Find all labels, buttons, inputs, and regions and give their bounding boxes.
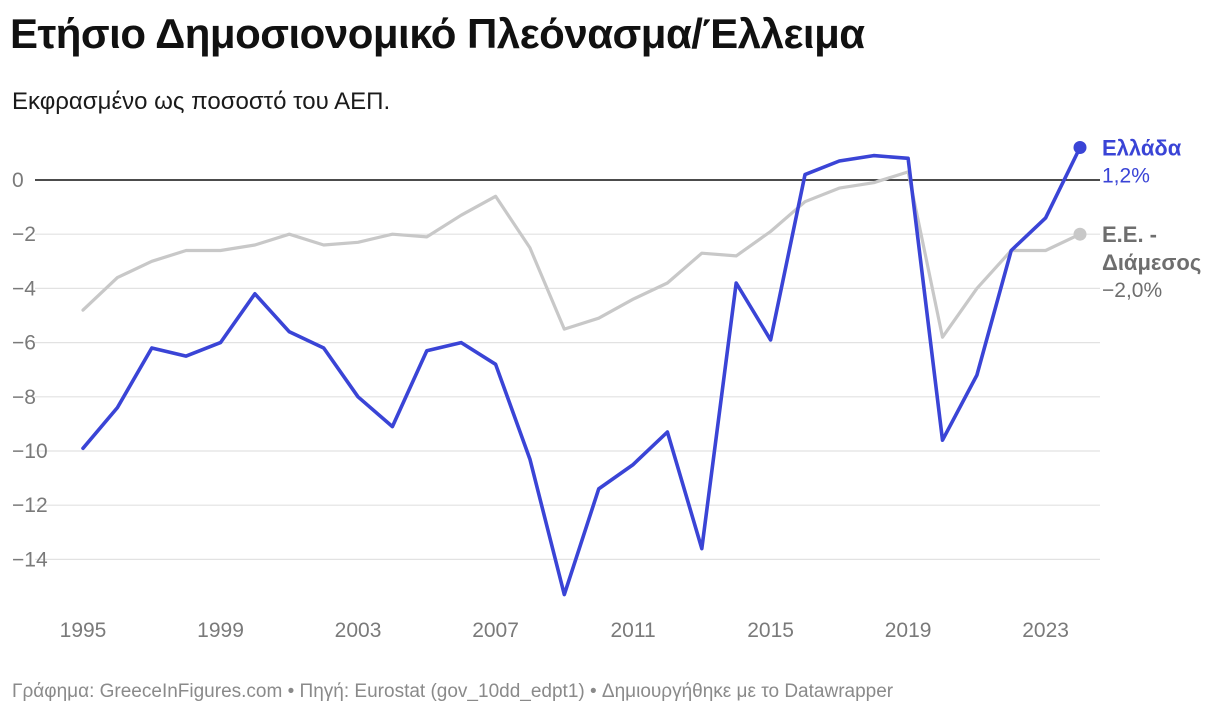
- y-tick-label: −14: [12, 548, 48, 571]
- series-name-greece: Ελλάδα: [1102, 135, 1182, 160]
- series-name-eu: Διάμεσος: [1102, 250, 1201, 275]
- y-tick-label: −10: [12, 440, 48, 463]
- series-end-point-greece: [1073, 140, 1087, 154]
- series-end-point-eu: [1073, 227, 1087, 241]
- x-tick-label: 2007: [472, 619, 519, 642]
- grid-lines: [35, 233, 1100, 561]
- series-end-value-eu: −2,0%: [1102, 279, 1162, 302]
- chart-subtitle: Εκφρασμένο ως ποσοστό του ΑΕΠ.: [12, 88, 391, 115]
- x-tick-label: 1999: [197, 619, 244, 642]
- x-tick-label: 2019: [885, 619, 932, 642]
- chart-footer: Γράφημα: GreeceInFigures.com • Πηγή: Eur…: [12, 681, 894, 702]
- y-tick-label: −2: [12, 223, 36, 246]
- y-tick-label: −8: [12, 386, 36, 409]
- x-tick-label: 2003: [335, 619, 382, 642]
- x-axis: 1995 1999 2003 2007 2011 2015 2019 2023: [60, 619, 1069, 642]
- y-tick-label: 0: [12, 169, 24, 192]
- y-tick-label: −6: [12, 332, 36, 355]
- series-lines: [81, 140, 1087, 597]
- y-tick-label: −4: [12, 277, 36, 300]
- x-tick-label: 2023: [1022, 619, 1069, 642]
- y-tick-label: −12: [12, 494, 48, 517]
- y-axis: 0 −2 −4 −6 −8 −10 −12 −14: [12, 169, 48, 571]
- x-tick-label: 2011: [610, 619, 655, 642]
- x-tick-label: 1995: [60, 619, 107, 642]
- chart-title: Ετήσιο Δημοσιονομικό Πλεόνασμα/Έλλειμα: [10, 10, 865, 57]
- series-end-value-greece: 1,2%: [1102, 164, 1150, 187]
- series-line-greece: [81, 145, 1082, 597]
- series-end-labels: Ε.Ε. - Διάμεσος −2,0% Ελλάδα 1,2%: [1102, 135, 1201, 302]
- series-name-eu: Ε.Ε. -: [1102, 222, 1157, 247]
- series-line-eu: [81, 170, 1082, 339]
- x-tick-label: 2015: [747, 619, 794, 642]
